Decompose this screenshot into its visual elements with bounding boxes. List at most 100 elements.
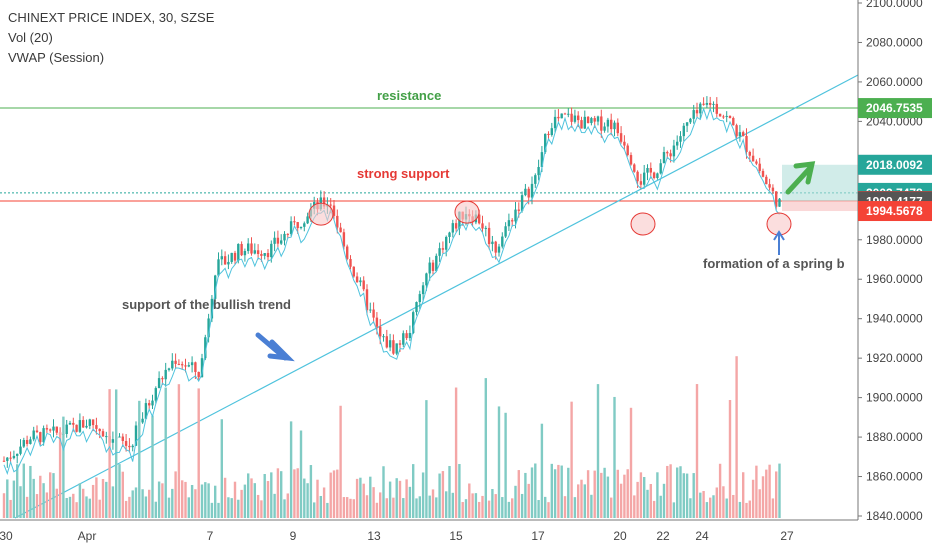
volume-bar	[214, 485, 217, 518]
volume-bar	[309, 465, 313, 518]
candle-body	[431, 262, 435, 271]
volume-bar	[481, 495, 484, 518]
candle-body	[441, 248, 445, 250]
volume-bar	[616, 469, 619, 518]
y-tick-label: 1900.0000	[866, 391, 923, 405]
candle-body	[702, 103, 705, 105]
volume-bar	[702, 490, 705, 518]
volume-bar	[761, 476, 765, 518]
volume-bar	[718, 463, 722, 518]
candle-body	[722, 116, 725, 118]
volume-bar	[586, 470, 590, 518]
time-axis	[0, 520, 932, 550]
stop-zone	[782, 201, 858, 212]
volume-bar	[326, 502, 329, 518]
candle-body	[672, 145, 676, 157]
candle-body	[382, 336, 385, 338]
volume-bar	[504, 412, 507, 518]
candle-body	[560, 113, 563, 119]
candle-body	[45, 428, 49, 430]
candle-body	[761, 170, 765, 177]
volume-bar	[613, 396, 616, 518]
candle-body	[220, 256, 223, 260]
candle-body	[365, 289, 369, 311]
volume-bar	[636, 481, 639, 518]
volume-bar	[22, 463, 25, 518]
volume-bar	[751, 479, 755, 518]
x-tick-label: 13	[367, 529, 381, 543]
candle-body	[101, 431, 105, 437]
candle-body	[263, 253, 266, 256]
candle-body	[616, 122, 619, 134]
volume-bar	[190, 485, 194, 518]
support-touch-circle	[630, 212, 656, 236]
volume-bar	[709, 497, 712, 518]
volume-bar	[313, 502, 316, 518]
candle-body	[738, 132, 742, 137]
candle-body	[685, 122, 689, 126]
candle-body	[121, 436, 124, 441]
volume-bar	[9, 499, 12, 518]
candle-body	[751, 155, 755, 162]
volume-bar	[398, 480, 402, 518]
candle-body	[643, 172, 646, 185]
y-tick-label: 1980.0000	[866, 233, 923, 247]
x-tick-label: 24	[695, 529, 709, 543]
candle-body	[573, 115, 577, 122]
volume-bar	[329, 472, 332, 518]
candle-body	[359, 280, 362, 283]
volume-bar	[227, 497, 230, 518]
candle-body	[131, 445, 134, 448]
candle-body	[181, 364, 184, 366]
volume-bar	[82, 488, 85, 518]
y-tick-label: 2060.0000	[866, 75, 923, 89]
volume-bar	[141, 489, 144, 518]
candle-body	[39, 432, 42, 443]
volume-bar	[217, 502, 220, 518]
candle-body	[124, 440, 128, 446]
candle-body	[164, 369, 167, 380]
support-touch-circle	[454, 200, 480, 224]
volume-bar	[233, 481, 237, 518]
price-axis	[858, 0, 932, 550]
volume-bar	[445, 491, 448, 518]
volume-bar	[596, 384, 600, 518]
candle-body	[35, 430, 39, 433]
volume-bar	[101, 478, 105, 518]
candle-body	[511, 220, 514, 222]
volume-bar	[286, 493, 289, 518]
candle-body	[524, 188, 527, 196]
volume-bar	[501, 497, 504, 518]
volume-bar	[372, 487, 375, 518]
candle-body	[2, 460, 6, 462]
candle-body	[95, 425, 98, 429]
price-label-text: 2018.0092	[866, 158, 923, 172]
x-tick-label: 27	[780, 529, 794, 543]
candle-body	[487, 227, 491, 245]
volume-bar	[491, 489, 494, 518]
volume-bar	[418, 496, 421, 518]
candle-body	[16, 453, 19, 456]
candle-body	[402, 333, 405, 345]
candle-body	[454, 223, 458, 229]
volume-bar	[402, 498, 405, 518]
candle-body	[118, 436, 121, 438]
candle-body	[171, 360, 174, 369]
candles	[2, 96, 781, 468]
volume-bar	[494, 494, 497, 518]
candle-body	[705, 102, 709, 105]
candle-body	[204, 337, 207, 359]
volume-bar	[646, 489, 649, 518]
volume-bar	[369, 476, 372, 518]
candle-body	[273, 237, 276, 244]
candle-body	[210, 298, 214, 319]
volume-bar	[247, 473, 250, 518]
volume-bar	[672, 502, 676, 518]
candle-body	[280, 240, 283, 244]
y-tick-label: 1960.0000	[866, 272, 923, 286]
volume-bar	[478, 501, 481, 518]
candle-body	[151, 400, 154, 406]
volume-bar	[497, 406, 501, 518]
volume-bar	[339, 405, 342, 518]
